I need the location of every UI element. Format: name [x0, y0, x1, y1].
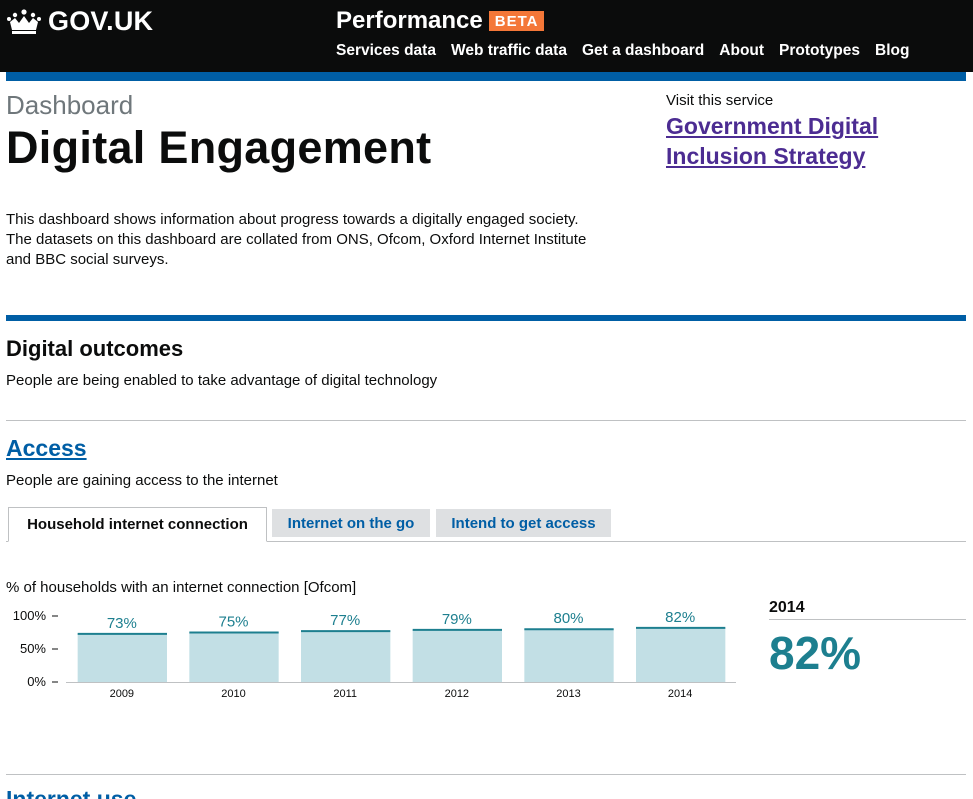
x-tick-label: 2010	[221, 688, 245, 700]
tabs-baseline	[6, 541, 966, 542]
govuk-logo[interactable]: GOV.UK	[6, 6, 153, 37]
nav-get-a-dashboard[interactable]: Get a dashboard	[581, 42, 705, 59]
logo-text: GOV.UK	[48, 6, 154, 36]
access-heading-link[interactable]: Access	[6, 435, 87, 461]
x-tick-label: 2013	[556, 688, 580, 700]
tab-intend-to-get-access[interactable]: Intend to get access	[436, 509, 611, 537]
latest-year: 2014	[769, 599, 805, 616]
x-tick-label: 2009	[110, 688, 134, 700]
section-title-outcomes: Digital outcomes	[6, 336, 184, 361]
page-title: Digital Engagement	[6, 122, 432, 173]
y-tick-label: 100%	[13, 608, 47, 623]
divider	[6, 774, 966, 775]
section-description-outcomes: People are being enabled to take advanta…	[6, 372, 438, 389]
visit-service-link[interactable]: Government Digital Inclusion Strategy	[666, 113, 879, 169]
latest-divider	[769, 619, 966, 620]
data-label: 80%	[553, 610, 583, 627]
nav-blog[interactable]: Blog	[875, 42, 910, 59]
dashboard-intro: This dashboard shows information about p…	[6, 211, 587, 268]
y-tick-label: 0%	[27, 674, 46, 689]
performance-brand[interactable]: Performance BETA	[336, 7, 545, 35]
bar	[636, 627, 726, 682]
x-tick-label: 2014	[668, 688, 692, 700]
nav-services-data[interactable]: Services data	[336, 42, 436, 59]
tab-internet-on-the-go[interactable]: Internet on the go	[272, 509, 430, 537]
data-label: 73%	[107, 615, 137, 632]
divider	[6, 420, 966, 421]
main-nav: Services data Web traffic data Get a das…	[336, 42, 924, 60]
product-title: Performance	[336, 7, 483, 34]
visit-service-label: Visit this service	[666, 92, 774, 109]
nav-about[interactable]: About	[719, 42, 765, 59]
data-label: 77%	[330, 612, 360, 629]
x-tick-label: 2012	[445, 688, 469, 700]
tab-household-internet-connection[interactable]: Household internet connection	[8, 507, 267, 542]
latest-value: 82%	[769, 627, 862, 679]
data-label: 82%	[665, 609, 695, 626]
bar	[77, 633, 167, 682]
bar	[524, 629, 614, 682]
header-accent-bar	[6, 72, 966, 81]
bar	[189, 632, 279, 682]
beta-badge: BETA	[488, 11, 545, 31]
next-section-heading[interactable]: Internet use	[6, 786, 137, 799]
y-tick-label: 50%	[20, 641, 46, 656]
bar	[412, 629, 502, 682]
site-header: GOV.UK Performance BETA Services data We…	[0, 0, 973, 72]
nav-prototypes[interactable]: Prototypes	[779, 42, 861, 59]
bar	[301, 631, 391, 682]
page-kicker: Dashboard	[6, 90, 134, 120]
data-label: 75%	[218, 614, 248, 631]
chart-title: % of households with an internet connect…	[6, 579, 357, 596]
section-divider	[6, 315, 966, 321]
access-description: People are gaining access to the interne…	[6, 472, 278, 489]
x-tick-label: 2011	[333, 688, 357, 700]
data-label: 79%	[442, 611, 472, 628]
crown-icon	[7, 8, 41, 34]
household-connection-bar-chart: 100% 50% 0% 73% 2009 75% 2010 77% 2011 79% 2012 80%…	[13, 608, 736, 700]
nav-web-traffic-data[interactable]: Web traffic data	[450, 42, 567, 59]
